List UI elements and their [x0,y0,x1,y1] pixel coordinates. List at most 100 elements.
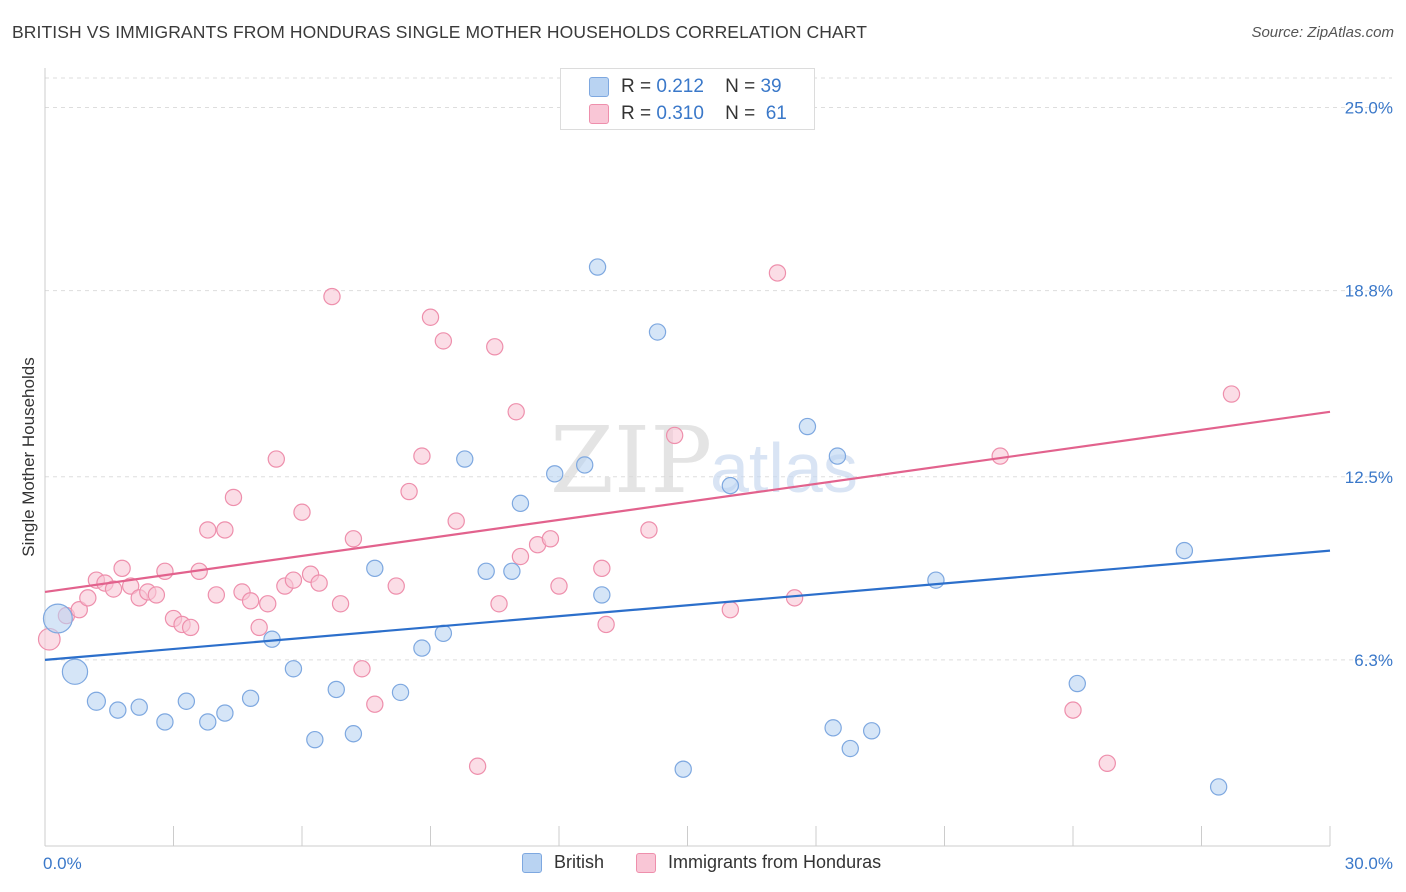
honduras-point [332,596,348,612]
honduras-point [1223,386,1239,402]
trend-line-british [45,551,1330,660]
honduras-point [448,513,464,529]
honduras-point [345,531,361,547]
correlation-legend: R = 0.212 N = 39 R = 0.310 N = 61 [560,68,815,130]
legend-r-value: 0.310 [656,103,704,125]
british-point [928,572,944,588]
series-honduras-points [38,265,1239,774]
british-point [594,587,610,603]
british-point [504,563,520,579]
honduras-point [641,522,657,538]
legend-swatch-british [522,853,542,873]
british-point [457,451,473,467]
british-point [62,659,87,684]
legend-r-value: 0.212 [656,76,704,98]
honduras-point [208,587,224,603]
series-legend: British Immigrants from Honduras [522,852,913,873]
british-point [217,705,233,721]
honduras-point [508,404,524,420]
y-tick-label: 6.3% [1354,651,1393,670]
legend-n-value: 61 [766,103,787,125]
legend-swatch-honduras [589,104,609,124]
legend-n-label: N = [725,76,755,98]
british-point [478,563,494,579]
british-point [547,466,563,482]
british-point [307,732,323,748]
honduras-point [183,619,199,635]
honduras-point [487,339,503,355]
british-point [178,693,194,709]
british-point [345,726,361,742]
british-point [328,681,344,697]
honduras-point [260,596,276,612]
honduras-point [225,489,241,505]
y-tick-label: 18.8% [1345,282,1393,301]
honduras-point [367,696,383,712]
british-point [200,714,216,730]
british-point [1176,543,1192,559]
british-point [649,324,665,340]
honduras-point [243,593,259,609]
honduras-point [594,560,610,576]
legend-r-label: R = [621,76,651,98]
legend-r-label: R = [621,103,651,125]
british-point [864,723,880,739]
british-point [842,740,858,756]
y-tick-label: 12.5% [1345,468,1393,487]
honduras-point [598,616,614,632]
british-point [829,448,845,464]
british-point [512,495,528,511]
british-point [675,761,691,777]
honduras-point [470,758,486,774]
legend-swatch-honduras [636,853,656,873]
british-point [435,625,451,641]
legend-item-honduras: Immigrants from Honduras [636,852,881,873]
honduras-point [268,451,284,467]
x-tick-label: 30.0% [1345,854,1393,873]
british-point [131,699,147,715]
british-point [367,560,383,576]
british-point [243,690,259,706]
british-point [110,702,126,718]
british-point [414,640,430,656]
british-point [825,720,841,736]
british-point [1069,675,1085,691]
honduras-point [1065,702,1081,718]
honduras-point [285,572,301,588]
legend-row-honduras: R = 0.310 N = 61 [589,102,787,126]
honduras-point [992,448,1008,464]
honduras-point [786,590,802,606]
british-point [392,684,408,700]
honduras-point [401,483,417,499]
british-point [43,604,72,633]
honduras-point [354,661,370,677]
x-tick-label: 0.0% [43,854,82,873]
british-point [1211,779,1227,795]
legend-item-british: British [522,852,604,873]
honduras-point [251,619,267,635]
british-point [285,661,301,677]
honduras-point [542,531,558,547]
honduras-point [414,448,430,464]
british-point [87,692,105,710]
gridlines [45,78,1392,660]
british-point [577,457,593,473]
honduras-point [294,504,310,520]
british-point [157,714,173,730]
legend-n-value: 39 [760,76,781,98]
watermark-zip: ZIP [550,407,712,514]
honduras-point [722,602,738,618]
british-point [589,259,605,275]
honduras-point [435,333,451,349]
honduras-point [667,427,683,443]
honduras-point [422,309,438,325]
honduras-point [1099,755,1115,771]
legend-n-label: N = [725,103,755,125]
legend-swatch-british [589,77,609,97]
british-point [799,418,815,434]
honduras-point [80,590,96,606]
legend-label-british: British [554,852,604,873]
y-tick-label: 25.0% [1345,99,1393,118]
honduras-point [324,288,340,304]
